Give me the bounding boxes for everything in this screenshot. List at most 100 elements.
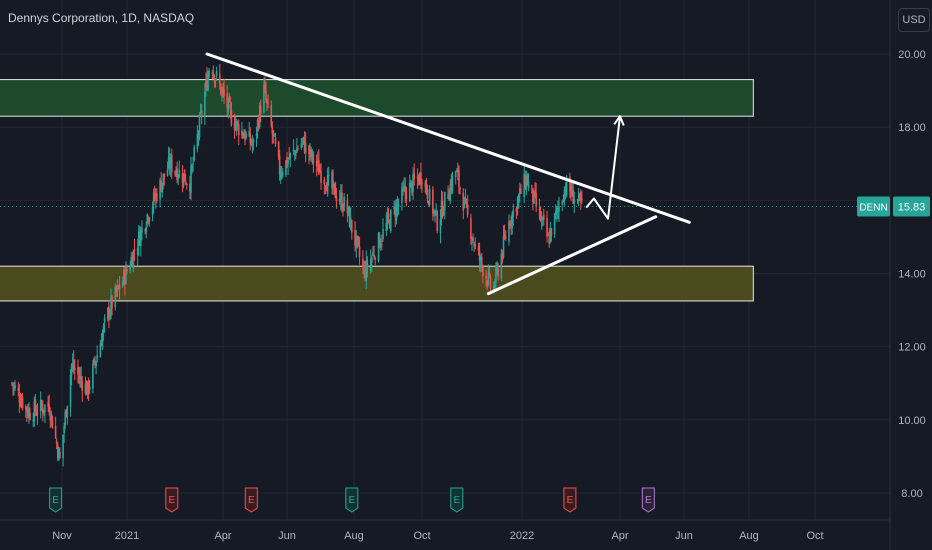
candle-body [19,402,22,406]
candle-body [288,156,290,159]
candle-body [563,189,566,201]
svg-text:E: E [567,495,574,506]
candle-body [69,374,72,407]
candle-body [492,285,495,291]
candle-body [256,119,259,131]
candle-body [578,195,581,197]
candle-body [348,206,351,227]
candle-body [282,172,284,176]
candle-body [402,189,404,192]
candle-body [50,412,53,418]
candle-body [397,203,400,207]
earnings-marker[interactable]: E [165,487,179,513]
candle-body [130,257,133,266]
candle-body [477,246,480,251]
candle-body [219,73,221,84]
candle-body [363,268,365,270]
candle-body [43,409,45,412]
candle-body [136,248,139,256]
candle-body [442,212,445,215]
candle-body [541,217,544,219]
candle-body [496,267,498,270]
projection-path[interactable] [585,116,621,220]
candle-body [252,139,255,143]
candle-body [471,239,473,241]
earnings-marker[interactable]: E [563,487,577,513]
candle-body [510,223,512,225]
resistance-zone[interactable] [0,79,754,117]
candle-body [161,182,163,193]
candle-body [525,175,528,190]
svg-text:E: E [248,495,255,506]
candle-body [280,173,283,175]
candle-body [155,193,157,200]
x-tick-label: Jun [278,530,296,542]
candle-body [542,214,545,220]
candle-body [332,180,334,189]
candle-body [450,181,453,190]
candle-body [289,152,292,158]
candle-body [428,188,431,205]
candle-body [331,172,333,188]
candle-body [169,157,172,169]
candle-body [365,260,368,281]
earnings-marker[interactable]: E [345,487,359,513]
candle-body [459,187,461,190]
candle-body [137,231,140,247]
candle-body [258,105,261,128]
candle-body [326,175,329,195]
candle-body [270,105,273,126]
candle-body [40,403,43,407]
candle-body [494,285,496,287]
earnings-marker[interactable]: E [49,487,63,513]
earnings-marker[interactable]: E [641,487,655,513]
candle-body [59,451,61,458]
candle-body [285,160,287,175]
candle-body [371,257,373,263]
candle-body [84,383,87,394]
candle-body [377,233,380,261]
earnings-marker[interactable]: E [244,487,258,513]
candle-body [441,200,444,217]
candle-body [124,271,126,285]
candle-body [372,252,374,256]
candle-body [466,204,469,215]
candle-body [49,415,52,421]
candle-body [222,86,224,91]
x-tick-label: Jun [675,530,693,542]
candle-body [335,196,338,202]
candle-body [378,235,381,248]
currency-button[interactable]: USD [898,8,930,32]
candle-body [302,136,305,139]
candle-body [527,181,530,188]
candle-body [196,134,199,149]
y-tick-label: 20.00 [898,49,926,61]
trendline-2[interactable] [486,215,658,296]
x-tick-label: Nov [52,530,72,542]
candle-body [271,126,274,134]
candle-body [148,217,151,223]
candle-body [79,375,81,379]
candle-body [512,209,515,217]
candle-body [278,155,281,176]
candle-body [362,258,364,267]
candle-body [88,386,91,390]
candle-body [388,220,391,229]
candle-body [87,380,90,393]
candle-body [447,194,449,199]
candle-body [141,227,143,233]
candle-body [223,88,225,97]
candle-body [404,185,407,193]
support-zone[interactable] [0,265,754,302]
earnings-marker[interactable]: E [450,487,464,513]
candle-body [577,192,580,202]
chart-title: Dennys Corporation, 1D, NASDAQ [8,11,195,25]
candle-body [515,207,518,212]
candle-body [416,176,419,179]
candle-body [420,172,422,185]
candle-body [11,382,13,384]
candle-body [71,363,74,365]
candle-body [163,173,166,178]
trendline-1[interactable] [205,52,691,224]
